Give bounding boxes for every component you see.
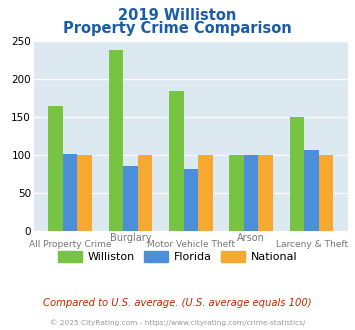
Bar	[63, 153, 77, 231]
Legend: Williston, Florida, National: Williston, Florida, National	[53, 247, 302, 267]
Text: Burglary: Burglary	[110, 233, 151, 243]
Text: 2019 Williston: 2019 Williston	[118, 8, 237, 23]
Bar	[198, 155, 213, 231]
Bar	[244, 155, 258, 231]
Text: Motor Vehicle Theft: Motor Vehicle Theft	[147, 240, 235, 249]
Bar	[290, 117, 304, 231]
Bar	[48, 106, 63, 231]
Text: Property Crime Comparison: Property Crime Comparison	[63, 21, 292, 36]
Bar	[184, 169, 198, 231]
Text: © 2025 CityRating.com - https://www.cityrating.com/crime-statistics/: © 2025 CityRating.com - https://www.city…	[50, 319, 305, 326]
Bar	[304, 150, 319, 231]
Bar	[229, 155, 244, 231]
Text: Larceny & Theft: Larceny & Theft	[275, 240, 348, 249]
Bar	[138, 155, 152, 231]
Text: All Property Crime: All Property Crime	[29, 240, 111, 249]
Bar	[319, 155, 333, 231]
Bar	[258, 155, 273, 231]
Bar	[77, 155, 92, 231]
Text: Compared to U.S. average. (U.S. average equals 100): Compared to U.S. average. (U.S. average …	[43, 298, 312, 308]
Bar	[109, 50, 123, 231]
Text: Arson: Arson	[237, 233, 265, 243]
Bar	[123, 166, 138, 231]
Bar	[169, 91, 184, 231]
